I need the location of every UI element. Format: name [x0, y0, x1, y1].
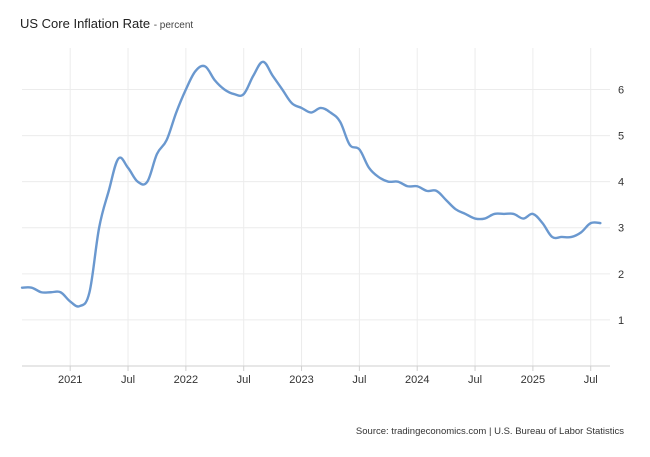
chart-title-text: US Core Inflation Rate — [20, 16, 151, 31]
data-point — [251, 74, 255, 78]
data-point — [377, 175, 381, 179]
x-tick-label: Jul — [121, 374, 135, 386]
data-point — [116, 157, 120, 161]
data-point — [107, 189, 111, 193]
data-point — [280, 87, 284, 91]
data-point — [569, 235, 573, 239]
data-point — [78, 304, 82, 308]
data-point — [512, 212, 516, 216]
x-tick-label: 2025 — [521, 374, 545, 386]
series-line — [20, 60, 602, 308]
data-point — [300, 106, 304, 110]
series-layer — [20, 60, 602, 308]
data-point — [165, 138, 169, 142]
y-tick-label: 3 — [618, 223, 624, 235]
data-point — [242, 92, 246, 96]
data-point — [49, 290, 53, 294]
data-point — [30, 286, 34, 290]
data-point — [492, 212, 496, 216]
y-tick-label: 4 — [618, 177, 624, 189]
data-point — [203, 64, 207, 68]
data-point — [174, 111, 178, 115]
data-point — [406, 184, 410, 188]
data-point — [521, 217, 525, 221]
data-point — [454, 207, 458, 211]
data-point — [319, 106, 323, 110]
data-point — [126, 166, 130, 170]
data-point — [415, 184, 419, 188]
y-tick-label: 1 — [618, 315, 624, 327]
data-point — [97, 226, 101, 230]
chart-title: US Core Inflation Rate - percent — [20, 16, 193, 31]
data-point — [87, 290, 91, 294]
data-point — [20, 286, 24, 290]
data-point — [541, 221, 545, 225]
axes: 1 2 3 4 5 6 2021 Jul 2022 Jul 2023 Jul 2024 Jul 2025 Ju… — [22, 84, 624, 386]
data-point — [589, 221, 593, 225]
data-point — [328, 111, 332, 115]
x-tick-label: 2021 — [58, 374, 82, 386]
data-point — [194, 69, 198, 73]
data-point — [425, 189, 429, 193]
data-point — [357, 147, 361, 151]
chart-subtitle: - percent — [153, 20, 194, 31]
data-point — [531, 212, 535, 216]
data-point — [68, 299, 72, 303]
data-point — [232, 92, 236, 96]
data-point — [386, 180, 390, 184]
data-point — [136, 180, 140, 184]
data-point — [348, 143, 352, 147]
y-tick-label: 6 — [618, 84, 624, 96]
data-point — [434, 189, 438, 193]
data-point — [213, 78, 217, 82]
x-tick-label: 2023 — [289, 374, 313, 386]
data-point — [155, 152, 159, 156]
data-point — [396, 180, 400, 184]
data-point — [271, 74, 275, 78]
data-point — [473, 217, 477, 221]
x-tick-label: Jul — [352, 374, 366, 386]
x-tick-label: Jul — [237, 374, 251, 386]
data-point — [184, 87, 188, 91]
data-point — [367, 166, 371, 170]
data-point — [502, 212, 506, 216]
source-attribution: Source: tradingeconomics.com | U.S. Bure… — [355, 426, 624, 437]
data-point — [290, 101, 294, 105]
data-point — [39, 290, 43, 294]
x-tick-label: 2024 — [405, 374, 429, 386]
data-point — [338, 120, 342, 124]
y-tick-label: 5 — [618, 131, 624, 143]
data-point — [59, 290, 63, 294]
y-tick-label: 2 — [618, 269, 624, 281]
data-point — [579, 230, 583, 234]
data-point — [463, 212, 467, 216]
data-point — [222, 87, 226, 91]
grid-lines — [22, 48, 610, 366]
data-point — [309, 111, 313, 115]
x-tick-label: 2022 — [174, 374, 198, 386]
data-point — [483, 217, 487, 221]
x-tick-label: Jul — [584, 374, 598, 386]
x-tick-label: Jul — [468, 374, 482, 386]
data-point — [560, 235, 564, 239]
data-point — [598, 221, 602, 225]
data-point — [444, 198, 448, 202]
data-point — [550, 235, 554, 239]
data-point — [145, 180, 149, 184]
data-point — [261, 60, 265, 64]
